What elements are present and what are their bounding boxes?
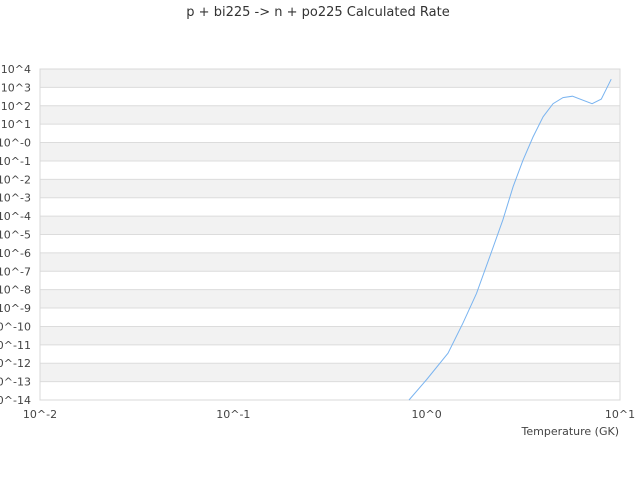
grid-band	[40, 271, 620, 290]
grid-band	[40, 381, 620, 400]
y-tick-label: 10^-12	[0, 357, 31, 370]
plot-border	[39, 68, 621, 401]
y-tick-label: 10^-14	[0, 394, 31, 407]
y-tick-label: 10^-5	[0, 229, 31, 242]
grid-band	[40, 197, 620, 217]
grid-band	[40, 216, 620, 235]
grid-band	[40, 326, 620, 345]
grid-band	[40, 234, 620, 253]
grid-band	[40, 69, 620, 88]
y-tick-label: 10^1	[1, 118, 31, 131]
y-tick-label: 10^-1	[0, 155, 31, 168]
y-tick-label: 10^-0	[0, 137, 31, 150]
y-tick-label: 10^-10	[0, 320, 31, 333]
rate-line	[408, 78, 612, 401]
grid-bands	[39, 68, 621, 401]
x-axis-label: Temperature (GK)	[521, 425, 620, 438]
grid-band	[40, 105, 620, 125]
y-tick-label: 10^-9	[0, 302, 31, 315]
y-tick-label: 10^3	[1, 81, 31, 94]
grid-band	[40, 363, 620, 382]
grid-band	[40, 160, 620, 180]
series-group	[408, 78, 612, 401]
grid-band	[40, 142, 620, 161]
chart-title: p + bi225 -> n + po225 Calculated Rate	[186, 5, 449, 20]
grid-band	[40, 289, 620, 309]
grid-band	[40, 179, 620, 198]
grid-band	[40, 308, 620, 327]
y-tick-label: 10^-7	[0, 265, 31, 278]
y-tick-label: 10^-11	[0, 339, 31, 352]
y-tick-label: 10^-3	[0, 192, 31, 205]
grid-band	[40, 344, 620, 364]
x-tick-label: 10^-1	[216, 408, 250, 421]
y-tick-label: 10^4	[1, 63, 31, 76]
y-tick-label: 10^-2	[0, 173, 31, 186]
y-tick-labels: 10^4 10^3 10^2 10^1 10^-0 10^-1 10^-2 10^-3 10^-…	[0, 63, 31, 407]
y-tick-label: 10^-6	[0, 247, 31, 260]
x-tick-label: 10^1	[605, 408, 635, 421]
y-tick-label: 10^2	[1, 100, 31, 113]
x-tick-label: 10^-2	[23, 408, 57, 421]
y-tick-label: 10^-13	[0, 376, 31, 389]
grid-band	[40, 87, 620, 106]
y-tick-label: 10^-4	[0, 210, 31, 223]
grid-band	[40, 124, 620, 143]
x-tick-labels: 10^-2 10^-1 10^0 10^1	[23, 408, 635, 421]
x-tick-label: 10^0	[412, 408, 442, 421]
grid-band	[40, 252, 620, 272]
y-tick-label: 10^-8	[0, 284, 31, 297]
